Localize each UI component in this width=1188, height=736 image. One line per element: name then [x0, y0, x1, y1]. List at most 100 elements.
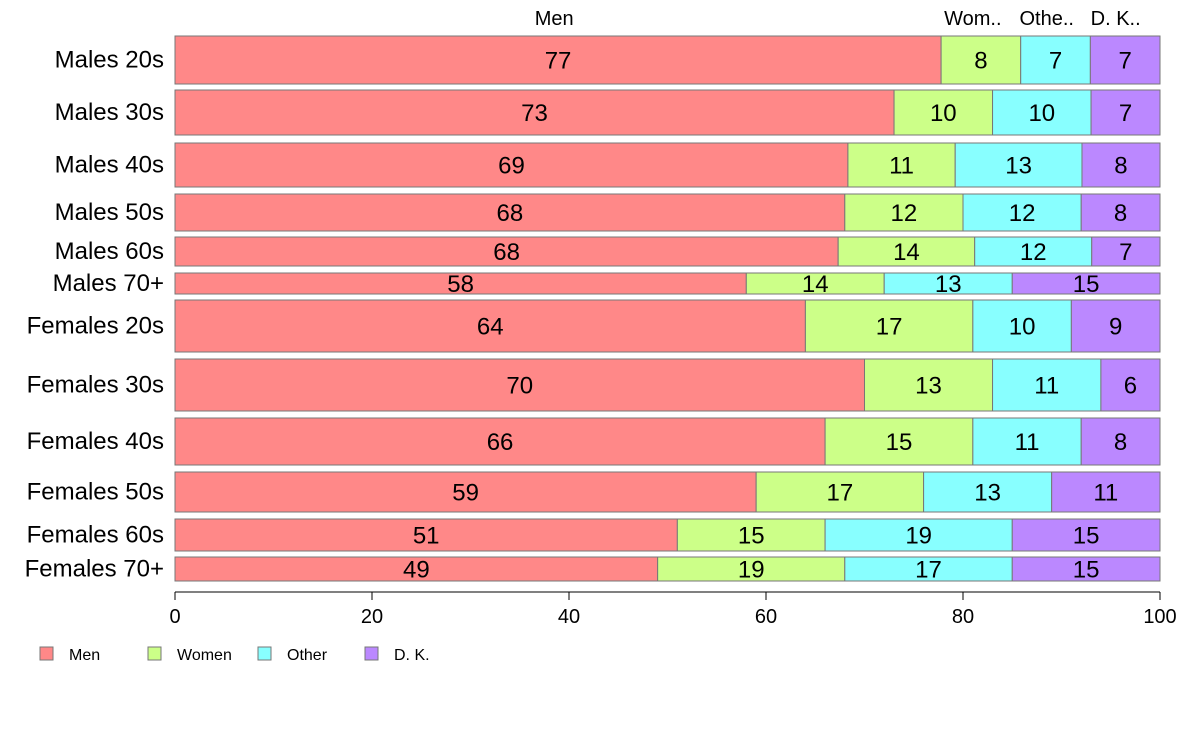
x-tick-label: 0 [169, 606, 180, 628]
chart-row: Males 30s 73 10 10 7 [55, 89, 1161, 136]
data-label: 10 [1009, 314, 1036, 341]
data-label: 7 [1118, 48, 1131, 75]
legend-item: Other [257, 646, 328, 664]
data-label: 17 [876, 314, 903, 341]
legend-swatch [39, 646, 54, 661]
x-tick-label: 60 [755, 606, 777, 628]
column-header-other: Othe.. [1019, 8, 1073, 30]
legend-label: Other [287, 647, 328, 664]
data-label: 13 [974, 480, 1001, 507]
bar-segment-d-k [1090, 89, 1161, 136]
data-label: 8 [974, 48, 987, 75]
bar-segment-d-k [1011, 556, 1161, 582]
data-label: 15 [886, 429, 913, 456]
bar-segment-women [804, 299, 974, 353]
row-label: Males 60s [55, 238, 164, 265]
data-label: 73 [521, 100, 548, 127]
chart-row: Males 40s 69 11 13 8 [55, 142, 1161, 188]
data-label: 12 [1020, 239, 1047, 266]
bar-segment-other [923, 471, 1053, 513]
data-label: 8 [1114, 153, 1127, 180]
data-label: 9 [1109, 314, 1122, 341]
bar-segment-d-k [1070, 299, 1161, 353]
bar-segment-other [972, 417, 1082, 466]
chart-row: Females 70+ 49 19 17 15 [25, 556, 1161, 584]
data-label: 68 [497, 200, 524, 227]
chart-row: Females 30s 70 13 11 6 [27, 358, 1161, 412]
x-tick-label: 40 [558, 606, 580, 628]
row-label: Males 70+ [53, 270, 164, 297]
data-label: 10 [930, 100, 957, 127]
data-label: 15 [1073, 271, 1100, 298]
data-label: 8 [1114, 429, 1127, 456]
bar-segment-men [174, 518, 678, 552]
bar-segment-d-k [1051, 471, 1161, 513]
bar-segment-d-k [1100, 358, 1161, 412]
row-label: Females 60s [27, 522, 164, 549]
x-tick-label: 80 [952, 606, 974, 628]
chart-row: Males 50s 68 12 12 8 [55, 193, 1161, 232]
row-label: Females 70+ [25, 556, 164, 583]
row-label: Males 40s [55, 152, 164, 179]
bar-segment-d-k [1080, 417, 1161, 466]
bar-segment-women [837, 236, 976, 267]
data-label: 15 [1073, 523, 1100, 550]
bar-segment-d-k [1011, 272, 1161, 295]
data-label: 7 [1119, 239, 1132, 266]
row-label: Females 40s [27, 428, 164, 455]
bar-segment-d-k [1089, 35, 1161, 85]
data-label: 11 [889, 153, 914, 180]
legend-label: Women [177, 647, 232, 664]
x-tick-label: 100 [1143, 606, 1176, 628]
bar-segment-women [844, 193, 964, 232]
row-label: Females 50s [27, 479, 164, 506]
bar-segment-d-k [1011, 518, 1161, 552]
data-label: 51 [413, 523, 440, 550]
bar-segment-other [1020, 35, 1091, 85]
chart-row: Males 70+ 58 14 13 15 [53, 270, 1161, 298]
data-label: 49 [403, 557, 430, 584]
bar-segment-men [174, 299, 806, 353]
bar-segment-women [657, 556, 846, 582]
bar-segment-women [893, 89, 994, 136]
chart-row: Males 60s 68 14 12 7 [55, 236, 1161, 267]
bar-segment-women [676, 518, 826, 552]
data-label: 69 [498, 153, 525, 180]
data-label: 19 [738, 557, 765, 584]
bar-segment-men [174, 35, 942, 85]
row-label: Males 30s [55, 99, 164, 126]
data-label: 13 [935, 271, 962, 298]
data-label: 6 [1124, 373, 1137, 400]
row-label: Males 20s [55, 47, 164, 74]
column-header-d-k: D. K.. [1091, 8, 1141, 30]
row-label: Males 50s [55, 199, 164, 226]
data-label: 70 [506, 373, 533, 400]
bar-segment-men [174, 236, 839, 267]
bar-segment-d-k [1091, 236, 1161, 267]
legend-label: Men [69, 647, 100, 664]
bar-segment-other [992, 358, 1102, 412]
bar-segment-women [824, 417, 974, 466]
data-label: 13 [1005, 153, 1032, 180]
data-label: 12 [1009, 200, 1036, 227]
bar-segment-men [174, 193, 846, 232]
data-label: 66 [487, 429, 514, 456]
bar-segment-men [174, 89, 895, 136]
data-label: 14 [802, 271, 829, 298]
bar-segment-women [847, 142, 956, 188]
column-header-women: Wom.. [944, 8, 1001, 30]
data-label: 15 [1073, 557, 1100, 584]
chart-row: Females 50s 59 17 13 11 [27, 471, 1161, 513]
column-header-men: Men [535, 8, 574, 30]
chart-row: Females 20s 64 17 10 9 [27, 299, 1161, 353]
data-label: 11 [1093, 480, 1118, 507]
data-label: 15 [738, 523, 765, 550]
bar-segment-women [940, 35, 1022, 85]
data-label: 13 [915, 373, 942, 400]
legend: Men Women Other D. K. [39, 646, 430, 664]
data-label: 19 [905, 523, 932, 550]
data-label: 77 [545, 48, 572, 75]
data-label: 17 [915, 557, 942, 584]
